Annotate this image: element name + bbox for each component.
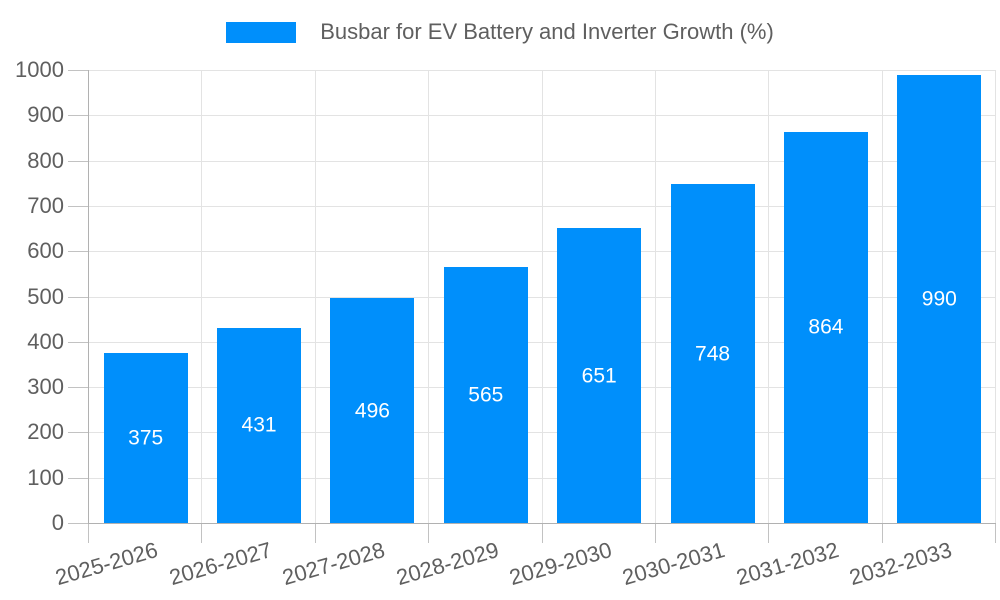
bar-2032-2033[interactable]: 990: [897, 74, 982, 523]
bar-2028-2029[interactable]: 565: [443, 267, 528, 523]
legend-swatch: [226, 21, 297, 43]
x-axis-label: 2030-2031: [619, 537, 728, 591]
y-axis-label: 300: [27, 374, 64, 400]
x-axis-label: 2025-2026: [52, 537, 162, 591]
gridline-horizontal: [89, 296, 996, 298]
bar-2027-2028[interactable]: 496: [330, 298, 415, 523]
legend[interactable]: Busbar for EV Battery and Inverter Growt…: [0, 14, 1000, 50]
y-axis-tick: [68, 115, 88, 117]
x-axis-tick: [995, 524, 996, 543]
y-axis-tick: [68, 70, 88, 71]
y-axis-tick: [68, 296, 88, 298]
bar-2025-2026[interactable]: 375: [103, 353, 188, 523]
x-axis-tick: [88, 524, 89, 543]
y-axis-label: 1000: [15, 57, 64, 82]
bar-value-label: 651: [581, 364, 617, 388]
gridline-vertical: [768, 70, 770, 523]
bar-value-label: 496: [354, 399, 390, 423]
y-axis-label: 500: [27, 283, 64, 309]
y-axis-tick: [68, 160, 88, 162]
x-axis-label: 2028-2029: [393, 537, 502, 591]
gridline-horizontal: [89, 477, 996, 479]
y-axis-label: 400: [27, 328, 64, 354]
y-axis-label: 100: [27, 464, 64, 490]
plot-area: 375 431 496 565 651 748 864 990: [88, 70, 996, 524]
gridline-vertical: [541, 70, 543, 523]
gridline-vertical: [201, 70, 203, 523]
x-axis-tick: [314, 524, 316, 543]
x-axis-tick: [428, 524, 430, 543]
gridline-vertical: [654, 70, 656, 523]
gridline-horizontal: [89, 70, 996, 71]
x-axis-tick: [768, 524, 770, 543]
x-axis-label: 2026-2027: [166, 537, 275, 591]
y-axis-tick: [68, 387, 88, 389]
bar-value-label: 565: [468, 383, 504, 407]
gridline-horizontal: [89, 205, 996, 207]
gridline-horizontal: [89, 251, 996, 253]
y-axis-label: 800: [27, 147, 64, 173]
gridline-horizontal: [89, 160, 996, 162]
y-axis-tick: [68, 341, 88, 343]
bar-2029-2030[interactable]: 651: [557, 228, 642, 523]
x-axis-tick: [881, 524, 883, 543]
y-axis-label: 700: [27, 192, 64, 218]
gridline-vertical: [995, 70, 996, 523]
y-axis-tick: [68, 251, 88, 253]
y-axis-tick: [68, 477, 88, 479]
bar-2026-2027[interactable]: 431: [217, 327, 302, 523]
x-axis-tick: [541, 524, 543, 543]
y-axis-tick: [68, 205, 88, 207]
x-axis-label: 2031-2032: [733, 537, 842, 591]
x-axis-label: 2029-2030: [506, 537, 615, 591]
y-axis-label: 900: [27, 102, 64, 128]
y-axis-tick: [68, 523, 88, 524]
x-axis-label: 2032-2033: [846, 537, 955, 591]
gridline-vertical: [314, 70, 316, 523]
bar-2030-2031[interactable]: 748: [670, 184, 755, 523]
x-axis-tick: [654, 524, 656, 543]
gridline-horizontal: [89, 115, 996, 117]
bar-value-label: 375: [128, 426, 164, 450]
y-axis-label: 600: [27, 238, 64, 264]
y-axis-label: 0: [51, 510, 64, 535]
x-axis-tick: [201, 524, 203, 543]
gridline-horizontal: [89, 432, 996, 434]
bar-value-label: 748: [695, 342, 731, 366]
legend-label: Busbar for EV Battery and Inverter Growt…: [320, 19, 774, 44]
y-axis-tick: [68, 432, 88, 434]
gridline-vertical: [428, 70, 430, 523]
x-axis-label: 2027-2028: [279, 537, 388, 591]
gridline-horizontal: [89, 387, 996, 389]
bar-2031-2032[interactable]: 864: [783, 131, 868, 523]
bar-value-label: 990: [921, 287, 957, 311]
y-axis-label: 200: [27, 419, 64, 445]
gridline-horizontal: [89, 341, 996, 343]
bar-value-label: 431: [241, 413, 277, 437]
gridline-vertical: [881, 70, 883, 523]
bar-value-label: 864: [808, 315, 844, 339]
